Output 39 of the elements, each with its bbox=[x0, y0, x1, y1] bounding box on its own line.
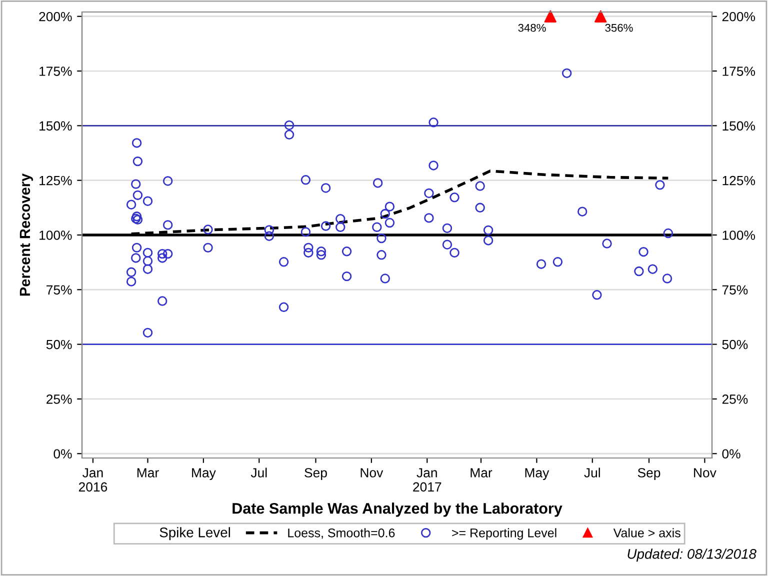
y-tick-label: 50% bbox=[46, 340, 72, 350]
y2-tick-label: 50% bbox=[722, 340, 748, 350]
y-axis-title: Percent Recovery bbox=[20, 173, 33, 296]
y-tick-label: 75% bbox=[46, 285, 72, 295]
y-tick-label: 200% bbox=[39, 12, 72, 22]
x-tick-label: Mar bbox=[470, 468, 492, 478]
text: Updated: 08/13/2018 bbox=[628, 548, 756, 562]
legend-label: Value > axis bbox=[613, 528, 680, 538]
y-tick-label: 100% bbox=[40, 230, 72, 240]
y2-tick-label: 125% bbox=[722, 176, 755, 186]
x-tick-label: Sep bbox=[638, 468, 660, 480]
y2-tick-label: 200% bbox=[722, 12, 755, 22]
y2-tick-label: 25% bbox=[722, 394, 748, 404]
y2-tick-label: 75% bbox=[722, 285, 748, 295]
x-tick-label: Jan 2016 bbox=[78, 468, 108, 492]
legend-title: Spike Level bbox=[160, 527, 230, 540]
x-tick-label: Mar bbox=[137, 468, 159, 478]
y-tick-label: 150% bbox=[40, 121, 72, 131]
y2-tick-label: 100% bbox=[722, 230, 755, 240]
x-tick-label: Nov bbox=[360, 468, 384, 478]
y2-tick-label: 0% bbox=[722, 449, 740, 459]
y-tick-label: 175% bbox=[40, 66, 72, 76]
legend-label: Loess, Smooth=0.6 bbox=[288, 528, 395, 539]
x-tick-label: May bbox=[192, 468, 216, 480]
x-tick-label: Jul bbox=[584, 468, 600, 478]
y-tick-label: 125% bbox=[40, 176, 72, 186]
x-tick-label: Jan 2017 bbox=[413, 468, 442, 492]
x-tick-label: Nov bbox=[694, 468, 716, 478]
y-tick-label: 25% bbox=[46, 394, 72, 404]
x-axis-title: Date Sample Was Analyzed by the Laboratory bbox=[232, 502, 562, 517]
y2-tick-label: 150% bbox=[722, 121, 755, 131]
legend-label: >= Reporting Level bbox=[452, 528, 556, 540]
x-tick-label: Jul bbox=[250, 468, 267, 478]
y-tick-label: 0% bbox=[54, 449, 72, 459]
y2-tick-label: 175% bbox=[722, 66, 755, 76]
annotation: 348% bbox=[518, 24, 546, 32]
x-tick-label: May bbox=[525, 468, 550, 480]
annotation: 356% bbox=[605, 24, 633, 32]
x-tick-label: Sep bbox=[304, 468, 327, 480]
